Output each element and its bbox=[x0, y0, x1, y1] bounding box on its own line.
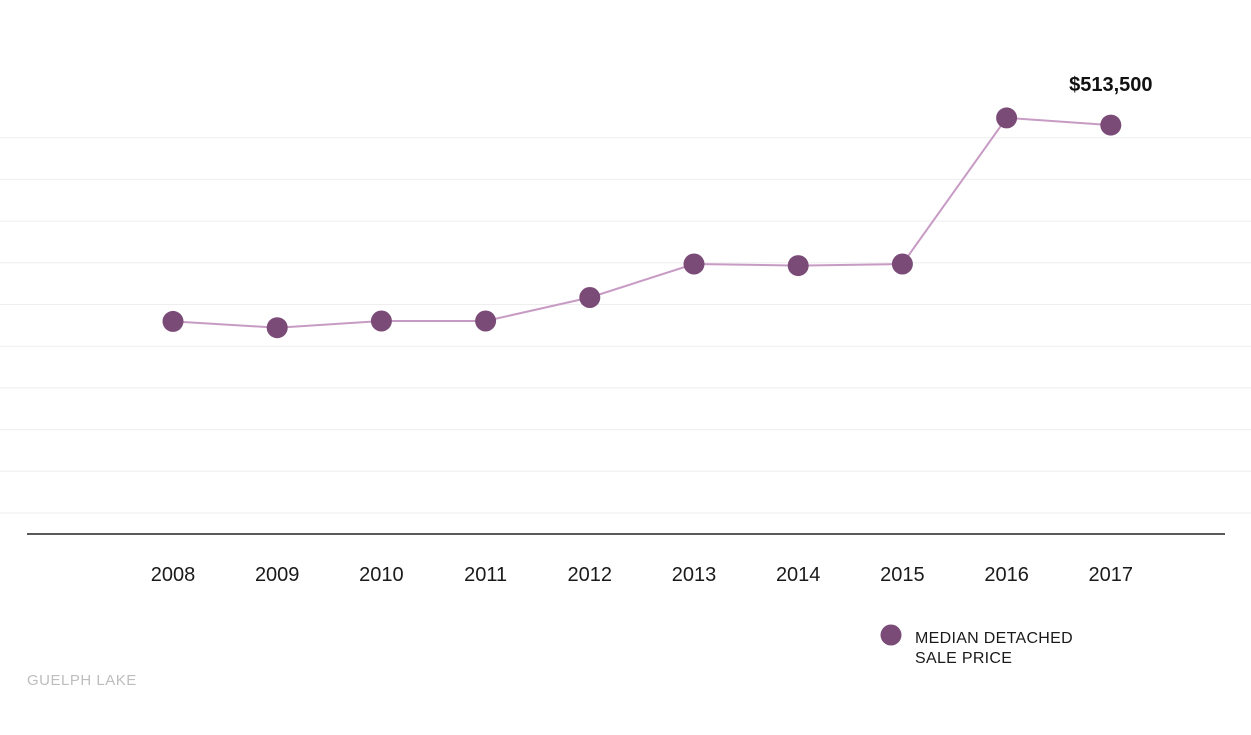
x-tick-label: 2011 bbox=[464, 564, 507, 586]
data-point bbox=[891, 253, 913, 275]
legend-label-line-1: MEDIAN DETACHED bbox=[915, 630, 1073, 647]
data-point bbox=[370, 310, 392, 332]
data-point bbox=[787, 255, 809, 277]
data-label: $513,500 bbox=[1069, 74, 1152, 96]
x-axis-tick-labels: 2008 2009 2010 2011 2012 2013 2014 2015 2016 2017 bbox=[151, 564, 1133, 586]
grid-lines bbox=[0, 137, 1251, 514]
data-point bbox=[683, 253, 705, 275]
legend: MEDIAN DETACHED SALE PRICE bbox=[880, 624, 1073, 667]
data-points bbox=[162, 107, 1122, 339]
footer-label: GUELPH LAKE bbox=[27, 672, 137, 689]
x-tick-label: 2012 bbox=[568, 564, 613, 586]
series-line bbox=[172, 116, 1111, 329]
data-point bbox=[996, 107, 1018, 129]
x-tick-label: 2015 bbox=[880, 564, 925, 586]
x-tick-label: 2013 bbox=[672, 564, 717, 586]
data-annotations: $513,500 bbox=[1069, 74, 1152, 96]
x-tick-label: 2010 bbox=[359, 564, 404, 586]
x-tick-label: 2017 bbox=[1089, 564, 1134, 586]
data-point bbox=[579, 287, 601, 308]
x-tick-label: 2014 bbox=[776, 564, 821, 586]
x-tick-label: 2008 bbox=[151, 564, 196, 586]
data-point bbox=[162, 310, 184, 332]
data-point bbox=[266, 317, 288, 339]
data-point bbox=[475, 310, 497, 332]
data-point bbox=[1100, 114, 1122, 136]
x-tick-label: 2016 bbox=[984, 564, 1029, 586]
legend-label-line-2: SALE PRICE bbox=[915, 650, 1012, 667]
legend-marker bbox=[880, 624, 902, 646]
x-tick-label: 2009 bbox=[255, 564, 300, 586]
